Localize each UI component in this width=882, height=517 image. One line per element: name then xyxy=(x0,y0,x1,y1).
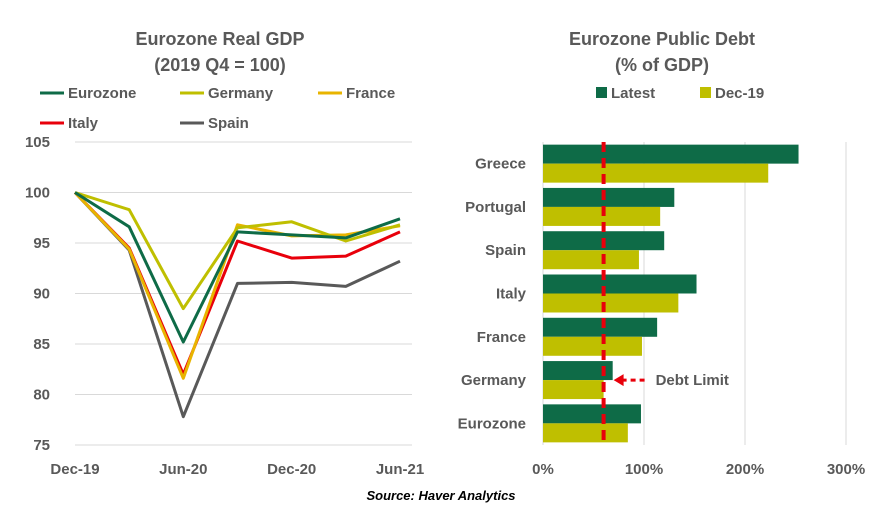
legend-label-eurozone: Eurozone xyxy=(68,85,136,102)
debt-legend: Latest Dec-19 xyxy=(596,85,764,102)
debt-bar-portugal-dec-19 xyxy=(543,206,661,226)
legend-label-france: France xyxy=(346,85,395,102)
gdp-line-eurozone xyxy=(74,191,401,344)
debt-category-label-portugal: Portugal xyxy=(465,199,526,216)
gdp-legend: Eurozone Germany France Italy Spain xyxy=(40,85,395,132)
gdp-chart-title: Eurozone Real GDP xyxy=(135,29,304,49)
gdp-y-tick-label: 90 xyxy=(33,286,50,303)
debt-category-label-eurozone: Eurozone xyxy=(458,415,526,432)
legend-label-italy: Italy xyxy=(68,115,99,132)
legend-label-germany: Germany xyxy=(208,85,274,102)
gdp-series-lines xyxy=(73,191,401,419)
legend-label-latest: Latest xyxy=(611,85,655,102)
debt-bar-italy-dec-19 xyxy=(543,293,679,313)
debt-bar-germany-dec-19 xyxy=(543,380,604,400)
gdp-x-tick-label: Dec-20 xyxy=(267,461,316,478)
gdp-line-germany xyxy=(74,191,401,311)
gdp-y-tick-label: 105 xyxy=(25,134,50,151)
legend-label-spain: Spain xyxy=(208,115,249,132)
debt-limit-label: Debt Limit xyxy=(656,372,729,389)
gdp-x-axis: Dec-19 Jun-20 Dec-20 Jun-21 xyxy=(50,461,424,478)
debt-x-tick-label: 300% xyxy=(827,461,865,478)
debt-x-tick-label: 0% xyxy=(532,461,554,478)
debt-limit-label-bg xyxy=(649,368,742,393)
debt-x-axis: 0% 100% 200% 300% xyxy=(532,461,865,478)
debt-x-tick-label: 200% xyxy=(726,461,764,478)
debt-category-label-spain: Spain xyxy=(485,242,526,259)
debt-bar-eurozone-dec-19 xyxy=(543,423,628,443)
gdp-y-tick-label: 75 xyxy=(33,437,50,454)
debt-chart-subtitle: (% of GDP) xyxy=(615,55,709,75)
debt-category-label-germany: Germany xyxy=(461,372,527,389)
debt-bar-france-dec-19 xyxy=(543,336,642,356)
gdp-gridlines xyxy=(75,141,412,446)
debt-chart-title: Eurozone Public Debt xyxy=(569,29,755,49)
debt-x-tick-label: 100% xyxy=(625,461,663,478)
legend-swatch-dec-19 xyxy=(700,87,711,98)
debt-limit-arrow-head xyxy=(613,374,624,387)
debt-bar-france-latest xyxy=(543,317,658,337)
debt-bar-portugal-latest xyxy=(543,187,675,207)
gdp-x-tick-label: Jun-20 xyxy=(159,461,207,478)
gdp-chart-subtitle: (2019 Q4 = 100) xyxy=(154,55,286,75)
debt-category-axis: Greece Portugal Spain Italy France Germany Eur… xyxy=(458,156,527,433)
gdp-y-tick-label: 95 xyxy=(33,235,50,252)
legend-label-dec-19: Dec-19 xyxy=(715,85,764,102)
gdp-y-tick-label: 100 xyxy=(25,185,50,202)
debt-category-label-italy: Italy xyxy=(496,286,527,303)
gdp-y-axis: 75 80 85 90 95 100 105 xyxy=(25,134,50,454)
gdp-y-tick-label: 80 xyxy=(33,387,50,404)
debt-bars xyxy=(543,144,799,443)
debt-limit-reference: Debt Limit xyxy=(601,142,742,445)
debt-bar-eurozone-latest xyxy=(543,404,641,424)
debt-category-label-france: France xyxy=(477,329,526,346)
legend-swatch-latest xyxy=(596,87,607,98)
gdp-x-tick-label: Dec-19 xyxy=(50,461,99,478)
debt-bar-germany-latest xyxy=(543,361,613,381)
gdp-y-tick-label: 85 xyxy=(33,336,50,353)
debt-bar-greece-dec-19 xyxy=(543,163,769,183)
debt-bar-italy-latest xyxy=(543,274,697,294)
source-note: Source: Haver Analytics xyxy=(366,488,516,503)
gdp-line-france xyxy=(73,191,401,380)
gdp-x-tick-label: Jun-21 xyxy=(376,461,424,478)
debt-bar-spain-dec-19 xyxy=(543,250,639,270)
debt-bar-greece-latest xyxy=(543,144,799,164)
debt-category-label-greece: Greece xyxy=(475,156,526,173)
